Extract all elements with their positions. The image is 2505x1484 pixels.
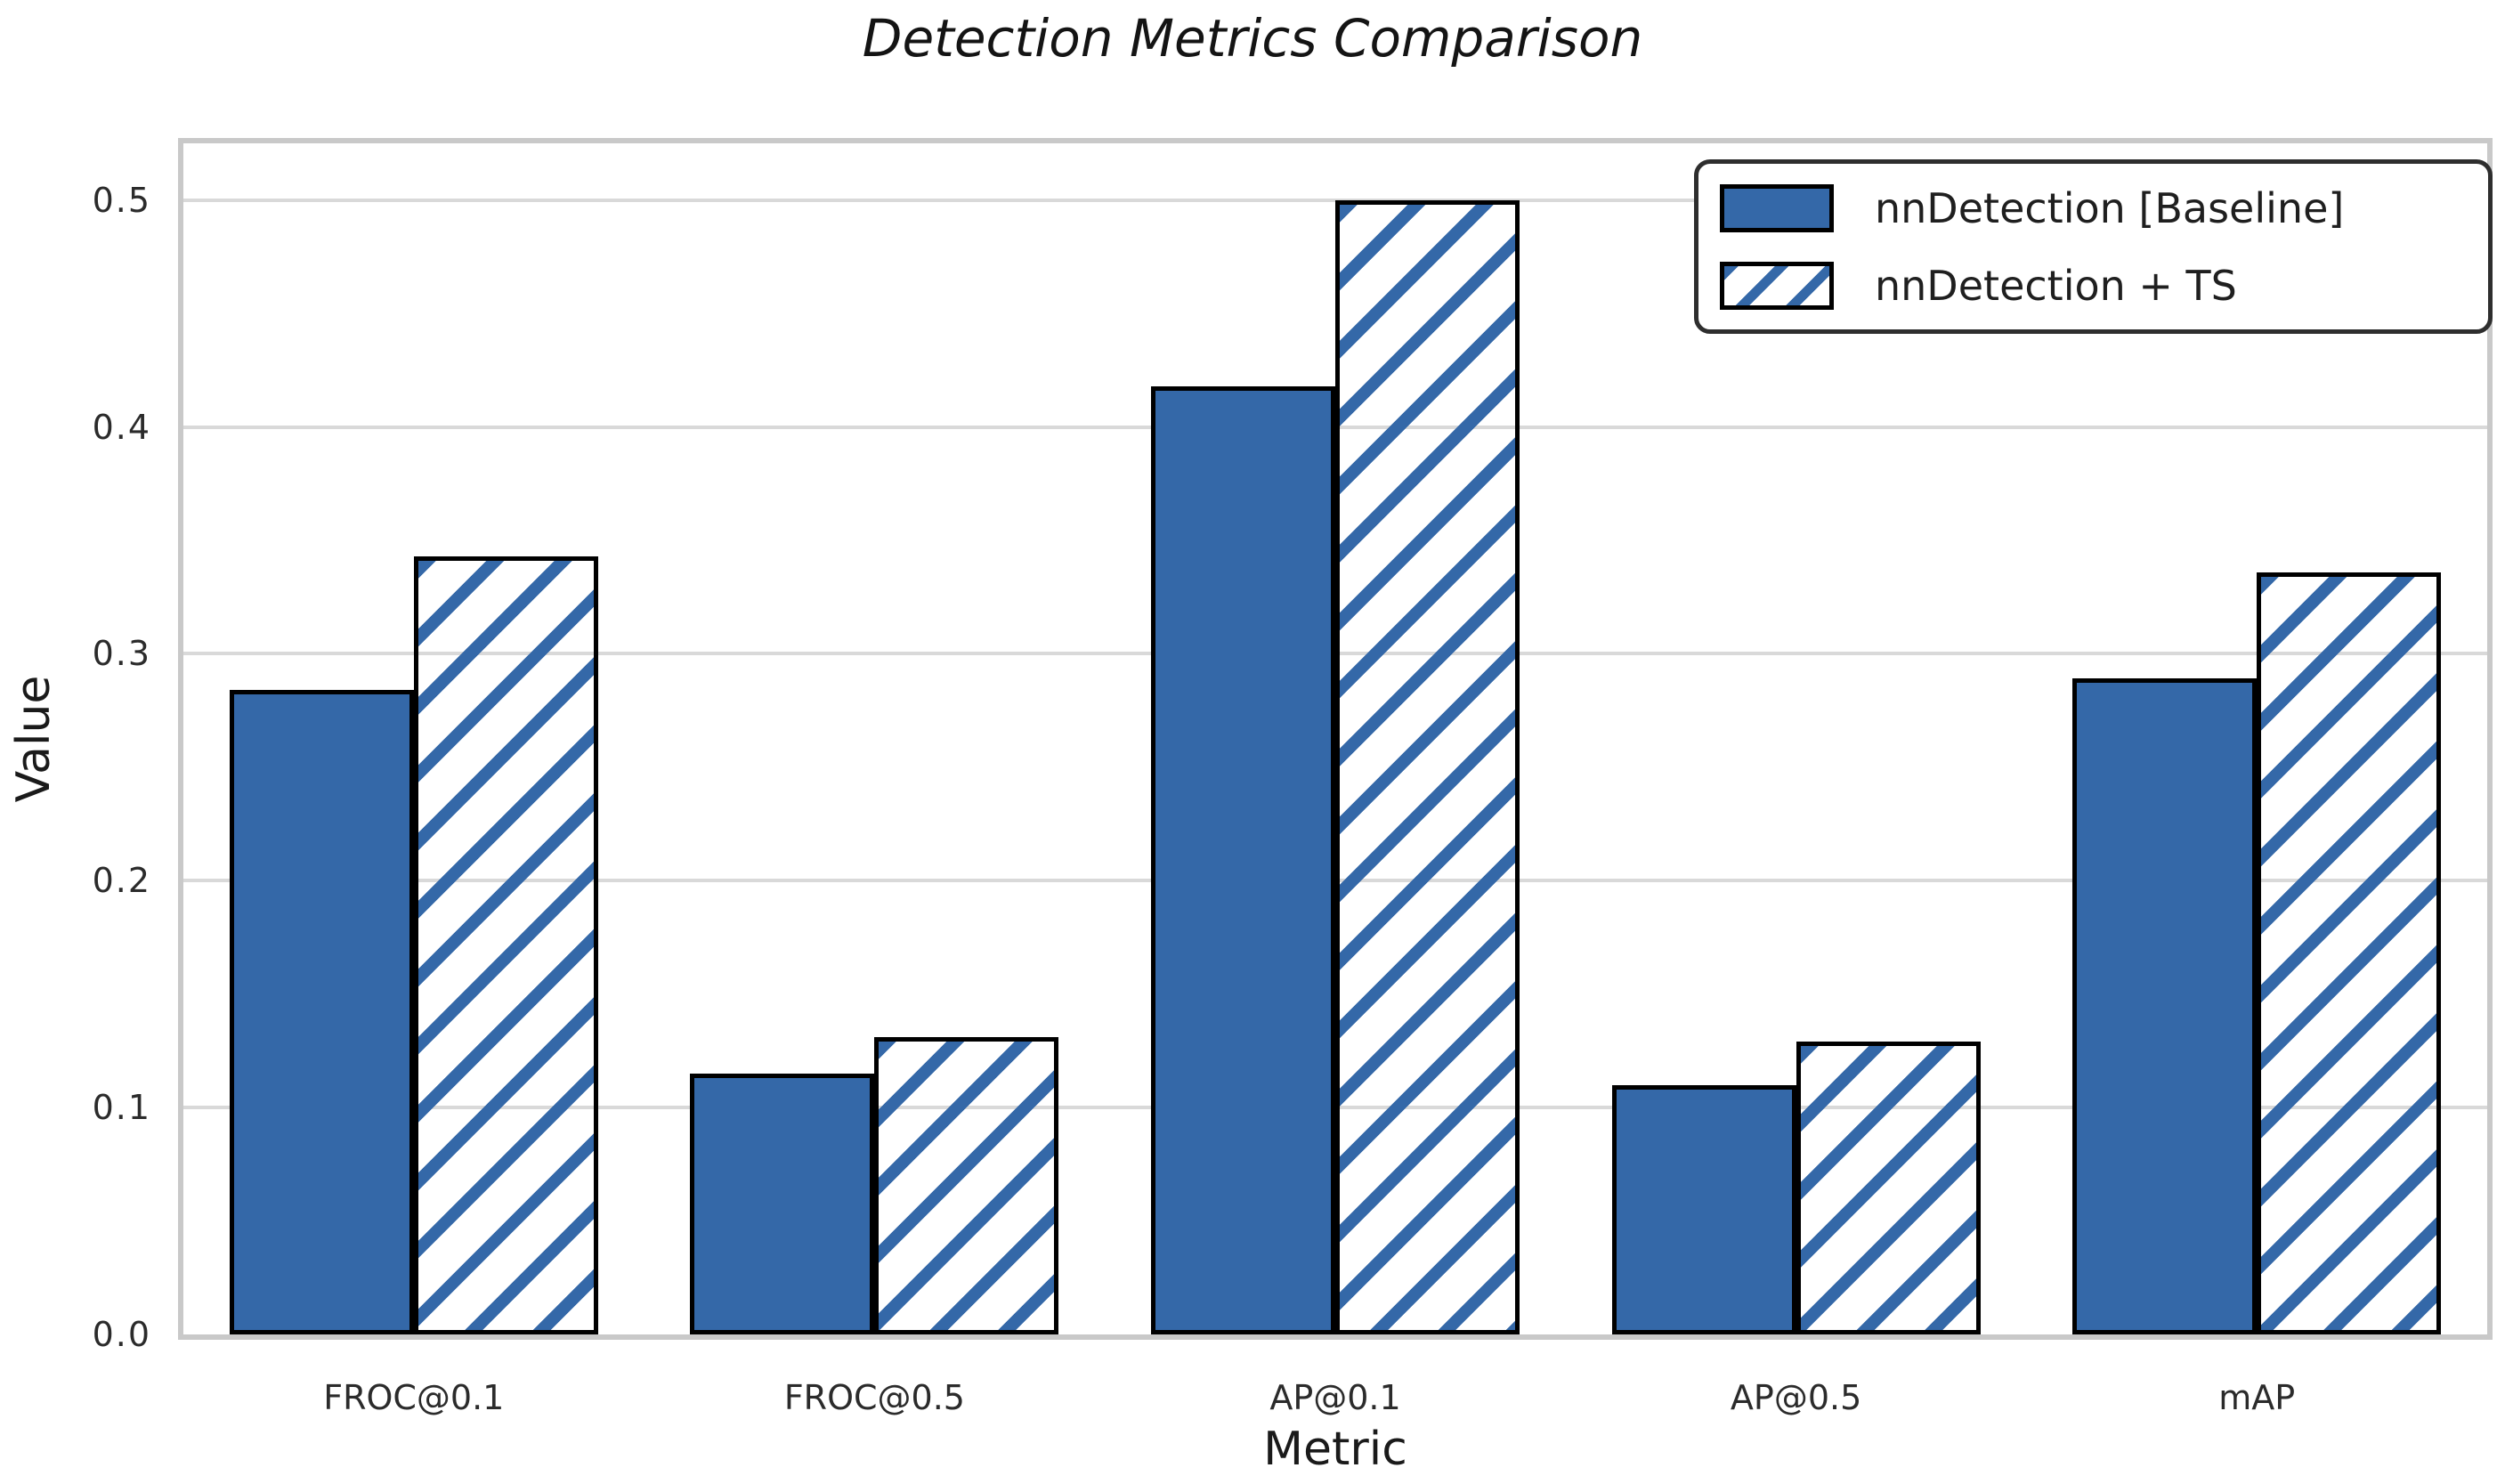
bar-baseline-froc-0-5 xyxy=(690,1073,875,1334)
y-tick-label: 0.0 xyxy=(92,1315,151,1354)
x-tick-label: mAP xyxy=(2218,1378,2296,1417)
legend-label-ts: nnDetection + TS xyxy=(1875,261,2237,310)
bar-ts-ap-0-1 xyxy=(1335,199,1520,1334)
legend-item-ts: nnDetection + TS xyxy=(1720,247,2488,324)
y-tick-label: 0.1 xyxy=(92,1088,151,1128)
y-tick-label: 0.2 xyxy=(92,861,151,901)
legend-swatch-solid xyxy=(1720,183,1834,232)
bar-ts-froc-0-1 xyxy=(413,555,598,1334)
y-tick-label: 0.3 xyxy=(92,634,151,674)
x-tick-label: FROC@0.5 xyxy=(783,1378,965,1417)
bar-ts-map xyxy=(2257,572,2442,1334)
chart-title: Detection Metrics Comparison xyxy=(862,8,1643,69)
legend-swatch-hatched xyxy=(1720,261,1834,310)
bar-baseline-map xyxy=(2072,678,2258,1334)
legend-label-baseline: nnDetection [Baseline] xyxy=(1875,183,2345,232)
x-tick-label: AP@0.1 xyxy=(1269,1378,1401,1417)
plot-area xyxy=(178,138,2493,1340)
legend: nnDetection [Baseline] nnDetection + TS xyxy=(1694,159,2493,334)
bar-baseline-ap-0-5 xyxy=(1611,1084,1796,1334)
bar-baseline-ap-0-1 xyxy=(1150,385,1335,1334)
x-tick-label: AP@0.5 xyxy=(1730,1378,1862,1417)
y-tick-label: 0.4 xyxy=(92,407,151,447)
y-tick-label: 0.5 xyxy=(92,180,151,220)
x-tick-label: FROC@0.1 xyxy=(323,1378,505,1417)
bar-ts-froc-0-5 xyxy=(874,1037,1059,1334)
legend-item-baseline: nnDetection [Baseline] xyxy=(1720,169,2488,247)
x-axis-label: Metric xyxy=(1263,1423,1407,1476)
bar-ts-ap-0-5 xyxy=(1796,1042,1981,1334)
y-axis-label: Value xyxy=(7,675,61,803)
bar-baseline-froc-0-1 xyxy=(229,690,414,1334)
